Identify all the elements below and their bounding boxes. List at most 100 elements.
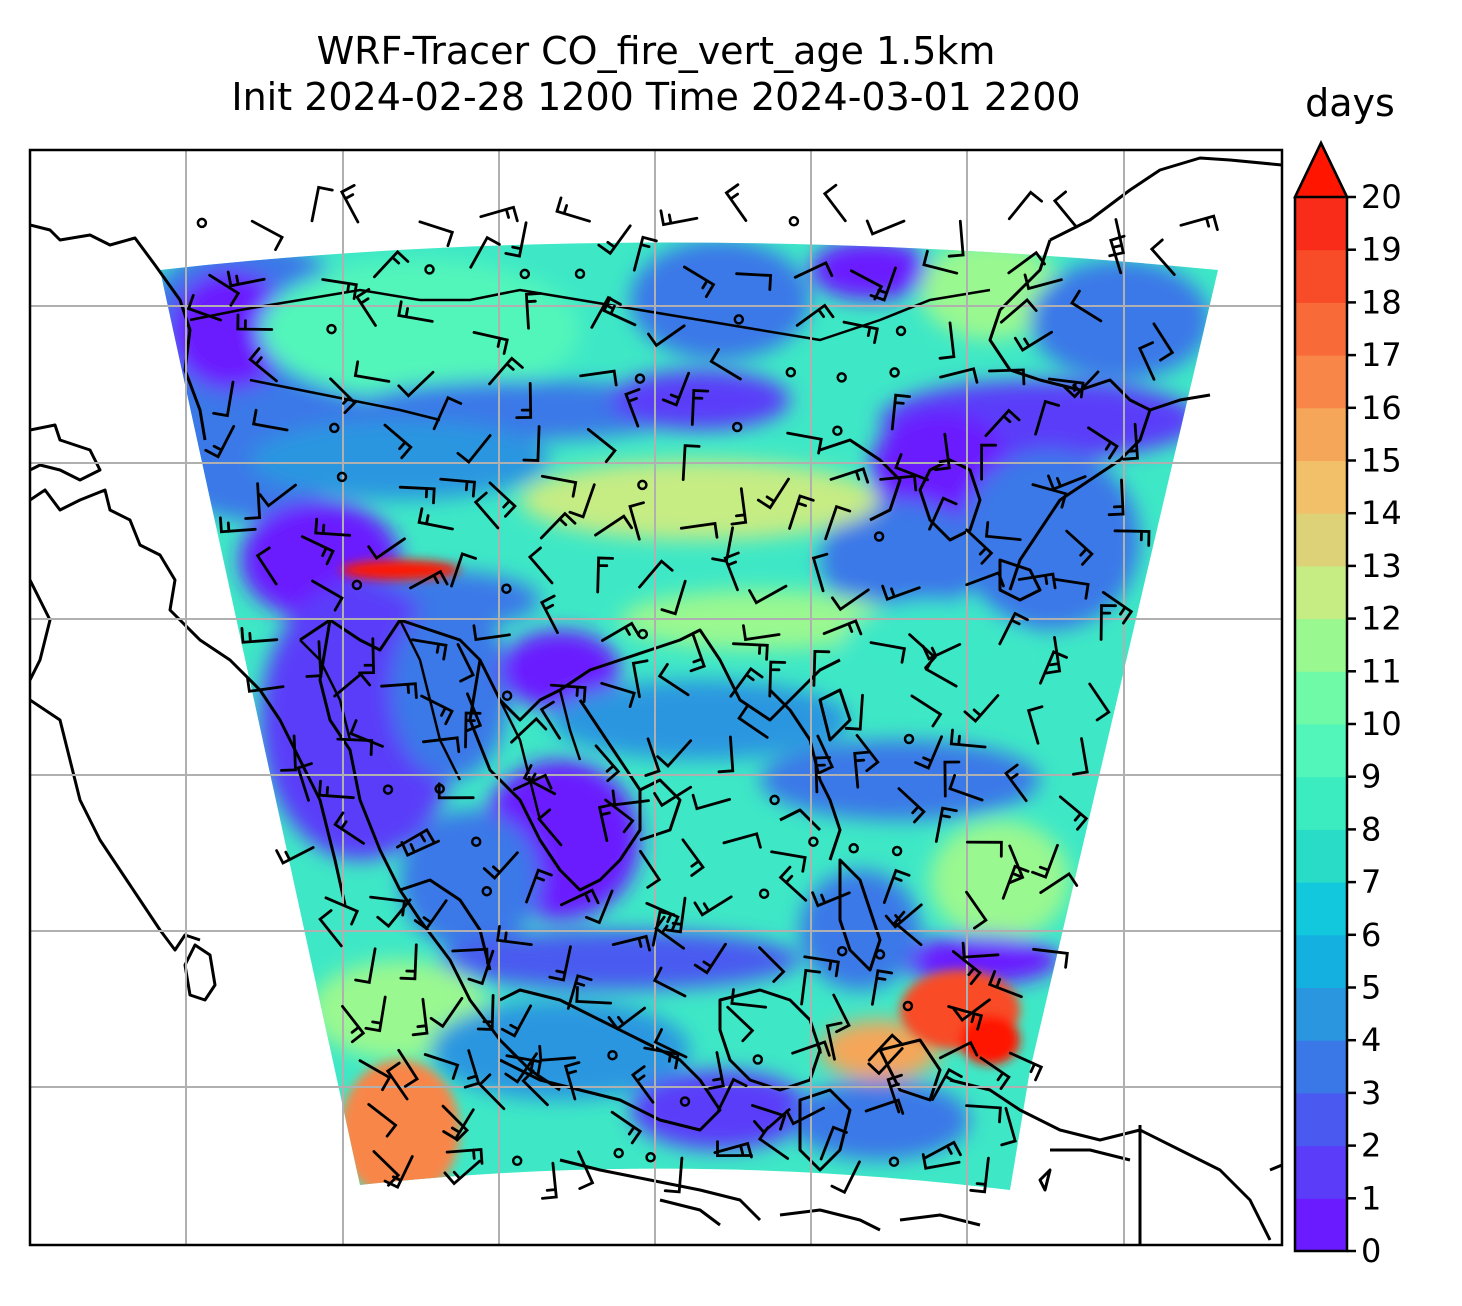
wind-barb (717, 1077, 748, 1112)
wind-barb (638, 559, 674, 589)
wind-barb (853, 750, 871, 789)
wind-barb (539, 594, 559, 634)
wind-barb (1065, 529, 1094, 566)
wind-barb (819, 1125, 848, 1161)
wind-barb (226, 270, 266, 288)
wind-barb (934, 432, 951, 472)
wind-barb (1007, 250, 1046, 275)
colorbar-bin (1295, 513, 1347, 567)
wind-barb (341, 1004, 366, 1044)
wind-barb (965, 528, 994, 565)
wind-barb (921, 643, 962, 661)
wind-barb (816, 734, 835, 775)
wind-barb (644, 737, 661, 777)
wind-barb (450, 552, 477, 588)
wind-barb (594, 744, 621, 783)
wind-barb (369, 895, 406, 917)
wind-barb (504, 1052, 538, 1084)
wind-barb (367, 1103, 398, 1138)
wind-barb (385, 1061, 409, 1101)
wind-barb (476, 994, 495, 1031)
colorbar-tick-label: 18 (1361, 283, 1402, 321)
wind-barb (867, 1047, 904, 1076)
wind-barb (1072, 737, 1089, 776)
wind-barb (611, 934, 651, 952)
wind-barb (624, 388, 641, 428)
wind-barb (844, 693, 864, 731)
colorbar-bin (1295, 882, 1347, 936)
wind-barb (456, 643, 475, 683)
wind-barb (1101, 590, 1134, 625)
wind-barb (822, 619, 863, 636)
wind-barb (575, 986, 613, 1005)
wind-barb (869, 266, 897, 302)
calm-wind-marker (424, 264, 435, 275)
wind-barb (657, 663, 690, 697)
wind-barb (785, 1106, 825, 1126)
wind-barb (422, 736, 461, 754)
colorbar-bin (1295, 407, 1347, 461)
wind-barb (373, 249, 410, 279)
wind-barb (663, 1156, 684, 1194)
wind-barb (314, 517, 352, 537)
wind-barb (737, 705, 769, 739)
wind-barb (726, 1005, 755, 1043)
wind-barb (311, 579, 344, 612)
title-line-2: Init 2024-02-28 1200 Time 2024-03-01 220… (231, 75, 1081, 119)
wind-barb (724, 183, 748, 222)
wind-barb (742, 624, 781, 642)
colorbar-tick-label: 7 (1361, 863, 1381, 901)
wind-barb (353, 360, 391, 383)
wind-barb (349, 719, 384, 748)
calm-wind-marker (481, 885, 493, 897)
wind-barb (600, 681, 636, 708)
wind-barb (948, 774, 984, 802)
colorbar-tick-label: 20 (1361, 178, 1402, 216)
wind-barb (842, 320, 879, 344)
wind-barb (398, 485, 436, 505)
calm-wind-marker (351, 579, 363, 591)
wind-barb (597, 803, 615, 842)
wind-barb (465, 692, 483, 732)
wind-barb (631, 659, 649, 699)
wind-barb (949, 728, 987, 749)
wind-barb (814, 756, 832, 794)
wind-barb (275, 846, 315, 865)
wind-barb (788, 494, 815, 530)
wind-barb (871, 969, 894, 1006)
calm-wind-marker (758, 888, 770, 899)
wind-barb (596, 556, 614, 594)
wind-barb (732, 642, 769, 661)
wind-barb (300, 535, 335, 566)
wind-barb (924, 655, 958, 688)
wind-barb (730, 988, 768, 1009)
wind-barb (560, 888, 600, 907)
wind-barb (965, 570, 1005, 588)
wind-barb (432, 395, 463, 431)
wind-barb (681, 444, 701, 481)
colorbar-bin (1295, 460, 1347, 514)
calm-wind-marker (326, 323, 337, 335)
wind-barb (411, 997, 429, 1037)
wind-barb (1004, 763, 1028, 803)
colorbar-tick-label: 15 (1361, 442, 1402, 480)
calm-wind-marker (832, 425, 843, 436)
wind-barb (693, 895, 733, 917)
wind-barb (713, 1141, 753, 1159)
wind-barb (1152, 322, 1175, 362)
calm-wind-marker (634, 373, 646, 384)
wind-barb (555, 196, 591, 223)
wind-barb (934, 806, 958, 843)
wind-barb (690, 389, 710, 426)
title-line-1: WRF-Tracer CO_fire_vert_age 1.5km (316, 29, 996, 73)
calm-wind-marker (788, 216, 800, 227)
wind-barb (607, 1006, 646, 1031)
wind-barb (865, 219, 906, 236)
wind-barb (1058, 795, 1089, 831)
wind-barb (628, 501, 645, 541)
wind-barb (867, 1033, 904, 1062)
wind-barb (831, 588, 870, 612)
wind-barb (397, 370, 435, 398)
